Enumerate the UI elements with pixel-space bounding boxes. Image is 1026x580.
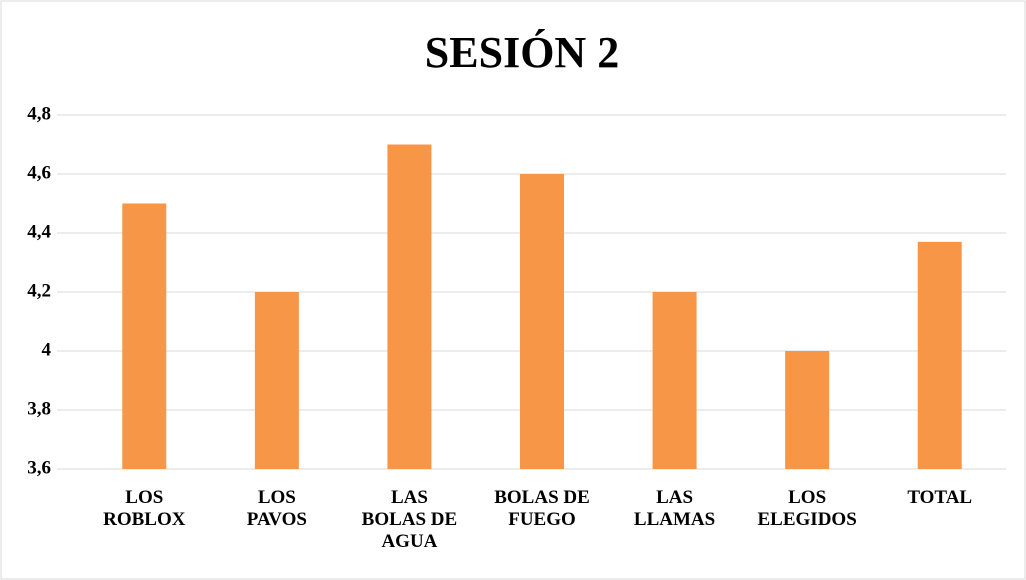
x-tick-label: LAS LLAMAS bbox=[634, 487, 715, 530]
x-tick-label: LOS PAVOS bbox=[247, 487, 307, 530]
bar bbox=[917, 241, 962, 469]
bar bbox=[387, 144, 432, 469]
y-tick-label: 4 bbox=[42, 339, 52, 360]
y-tick-label: 3,8 bbox=[27, 398, 51, 419]
y-tick-label: 4,2 bbox=[27, 280, 51, 301]
x-tick-label: BOLAS DE FUEGO bbox=[494, 487, 590, 530]
bar bbox=[785, 351, 830, 469]
x-tick-label: LOS ROBLOX bbox=[103, 487, 186, 530]
bar bbox=[254, 292, 299, 469]
bar bbox=[520, 174, 564, 469]
x-tick-label: LAS BOLAS DE AGUA bbox=[362, 487, 458, 552]
y-tick-label: 4,4 bbox=[27, 221, 51, 242]
y-tick-label: 4,6 bbox=[27, 162, 51, 183]
x-tick-label: TOTAL bbox=[907, 487, 972, 508]
bar bbox=[122, 203, 167, 469]
y-tick-label: 3,6 bbox=[27, 457, 51, 478]
bar bbox=[652, 292, 697, 469]
chart-title: SESIÓN 2 bbox=[425, 28, 619, 77]
x-tick-label: LOS ELEGIDOS bbox=[758, 487, 857, 530]
y-tick-label: 4,8 bbox=[27, 103, 51, 124]
